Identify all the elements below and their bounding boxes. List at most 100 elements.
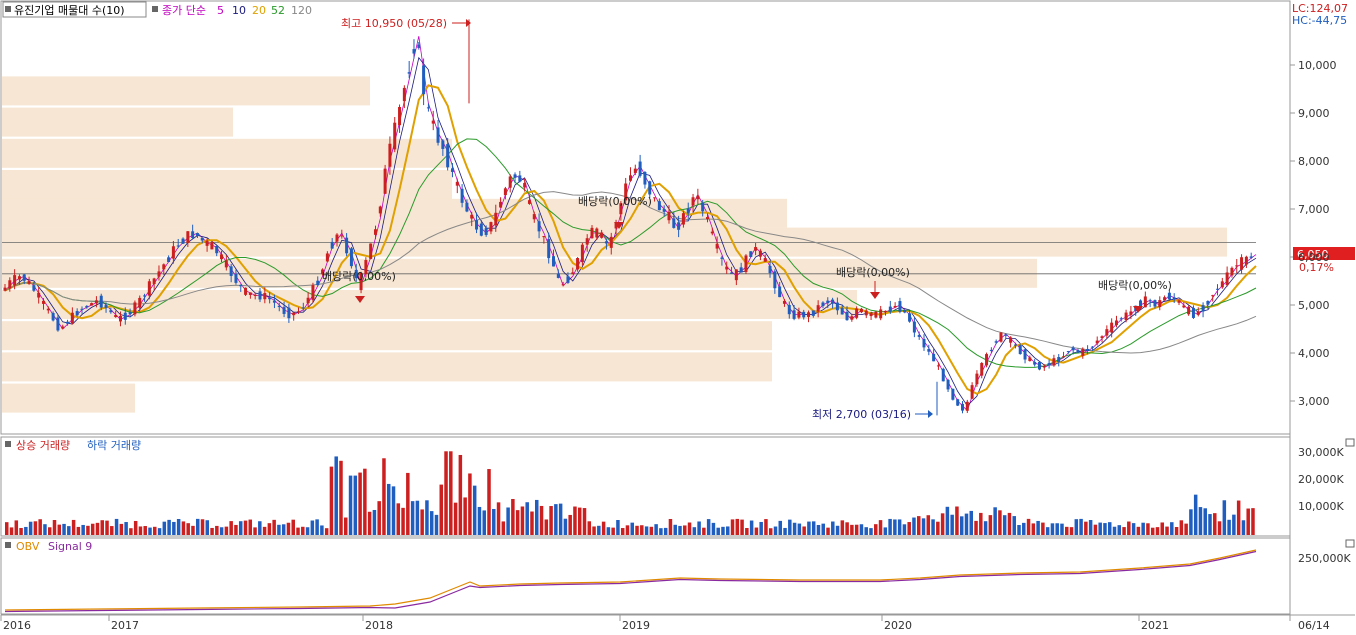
volume-bar-up (191, 525, 195, 535)
volume-profile-bar (2, 138, 452, 168)
obv-panel-close-icon[interactable] (1345, 539, 1355, 548)
volume-bar-up (1150, 527, 1155, 535)
volume-bar-up (998, 510, 1002, 535)
volume-bar-up (515, 510, 520, 535)
volume-bar-down (148, 527, 152, 535)
candle-up (489, 222, 493, 232)
candle-up (1220, 281, 1224, 288)
candle-down (989, 349, 993, 351)
title-box[interactable] (2, 1, 147, 18)
candle-up (369, 243, 373, 259)
volume-bar-up (105, 520, 109, 535)
candle-down (662, 209, 666, 212)
volume-bar-up (439, 484, 444, 535)
candle-up (306, 297, 310, 304)
volume-bar-up (683, 525, 687, 535)
candle-up (364, 260, 368, 275)
candle-down (657, 201, 661, 211)
candle-up (253, 294, 257, 297)
candle-up (263, 293, 267, 300)
candle-up (884, 310, 888, 313)
candle-down (1153, 300, 1157, 307)
candle-down (840, 308, 844, 315)
candle-up (388, 143, 392, 167)
candle-up (965, 401, 969, 411)
volume-bar-down (1060, 523, 1064, 535)
candle-down (826, 300, 830, 304)
candle-up (1143, 296, 1147, 308)
volume-bar-down (410, 501, 415, 535)
candle-down (946, 379, 950, 390)
candle-up (8, 280, 12, 289)
volume-bar-up (377, 501, 381, 535)
candle-up (1182, 305, 1186, 308)
candle-down (927, 349, 931, 352)
volume-bar-up (210, 527, 214, 535)
candle-down (1090, 346, 1094, 348)
candle-down (1057, 357, 1061, 362)
volume-panel-close-icon[interactable] (1345, 438, 1355, 447)
volume-bar-down (706, 519, 711, 535)
candle-down (436, 127, 440, 143)
candle-down (1119, 318, 1123, 320)
candle-down (441, 140, 445, 149)
volume-bar-down (24, 526, 28, 535)
candle-down (802, 311, 806, 318)
candle-up (1124, 312, 1128, 320)
candle-up (1177, 300, 1181, 303)
volume-bar-up (181, 521, 186, 535)
candle-up (734, 269, 738, 281)
candle-up (186, 231, 190, 243)
candle-down (200, 237, 204, 241)
volume-bar-up (100, 520, 104, 535)
volume-bar-down (749, 520, 754, 535)
candle-down (638, 161, 642, 176)
volume-bar-down (788, 519, 792, 535)
volume-bar-up (301, 526, 305, 535)
volume-bar-up (768, 528, 773, 535)
candle-down (167, 257, 171, 262)
volume-bar-up (458, 454, 463, 535)
candle-down (316, 280, 320, 286)
candle-up (335, 234, 339, 242)
volume-bar-down (258, 521, 262, 535)
candle-down (932, 353, 936, 362)
volume-bar-up (520, 506, 525, 535)
volume-bar-up (248, 519, 253, 535)
high-arrow-head (466, 19, 471, 27)
candle-down (234, 273, 238, 283)
volume-bar-up (453, 502, 458, 535)
dividend-annotation-2017: 배당락(0,00%) (322, 270, 396, 283)
volume-bar-up (544, 519, 549, 535)
candle-up (585, 238, 589, 245)
volume-bar-down (1208, 514, 1212, 535)
candle-up (653, 197, 657, 199)
candle-down (1066, 351, 1070, 353)
candle-up (1225, 272, 1229, 286)
volume-bar-up (926, 515, 931, 535)
volume-bar-up (730, 519, 735, 535)
candle-down (99, 295, 103, 308)
candle-up (205, 240, 209, 246)
candle-down (912, 321, 916, 333)
candle-up (152, 278, 156, 285)
candle-down (1216, 288, 1220, 290)
candle-up (147, 281, 151, 296)
candle-down (749, 251, 753, 257)
volume-bar-down (1198, 507, 1203, 535)
volume-bar-up (272, 519, 276, 535)
candle-down (287, 307, 291, 319)
candle-up (70, 312, 74, 324)
candle-up (340, 235, 344, 237)
candle-down (604, 241, 608, 244)
candle-down (547, 239, 551, 259)
candle-down (994, 341, 998, 343)
volume-bar-down (811, 521, 816, 535)
volume-bar-down (835, 525, 840, 535)
volume-bar-up (262, 526, 267, 535)
candle-up (705, 217, 709, 220)
candle-up (758, 250, 762, 257)
volume-bar-up (449, 451, 453, 535)
candle-down (951, 388, 955, 400)
candle-up (61, 326, 65, 329)
